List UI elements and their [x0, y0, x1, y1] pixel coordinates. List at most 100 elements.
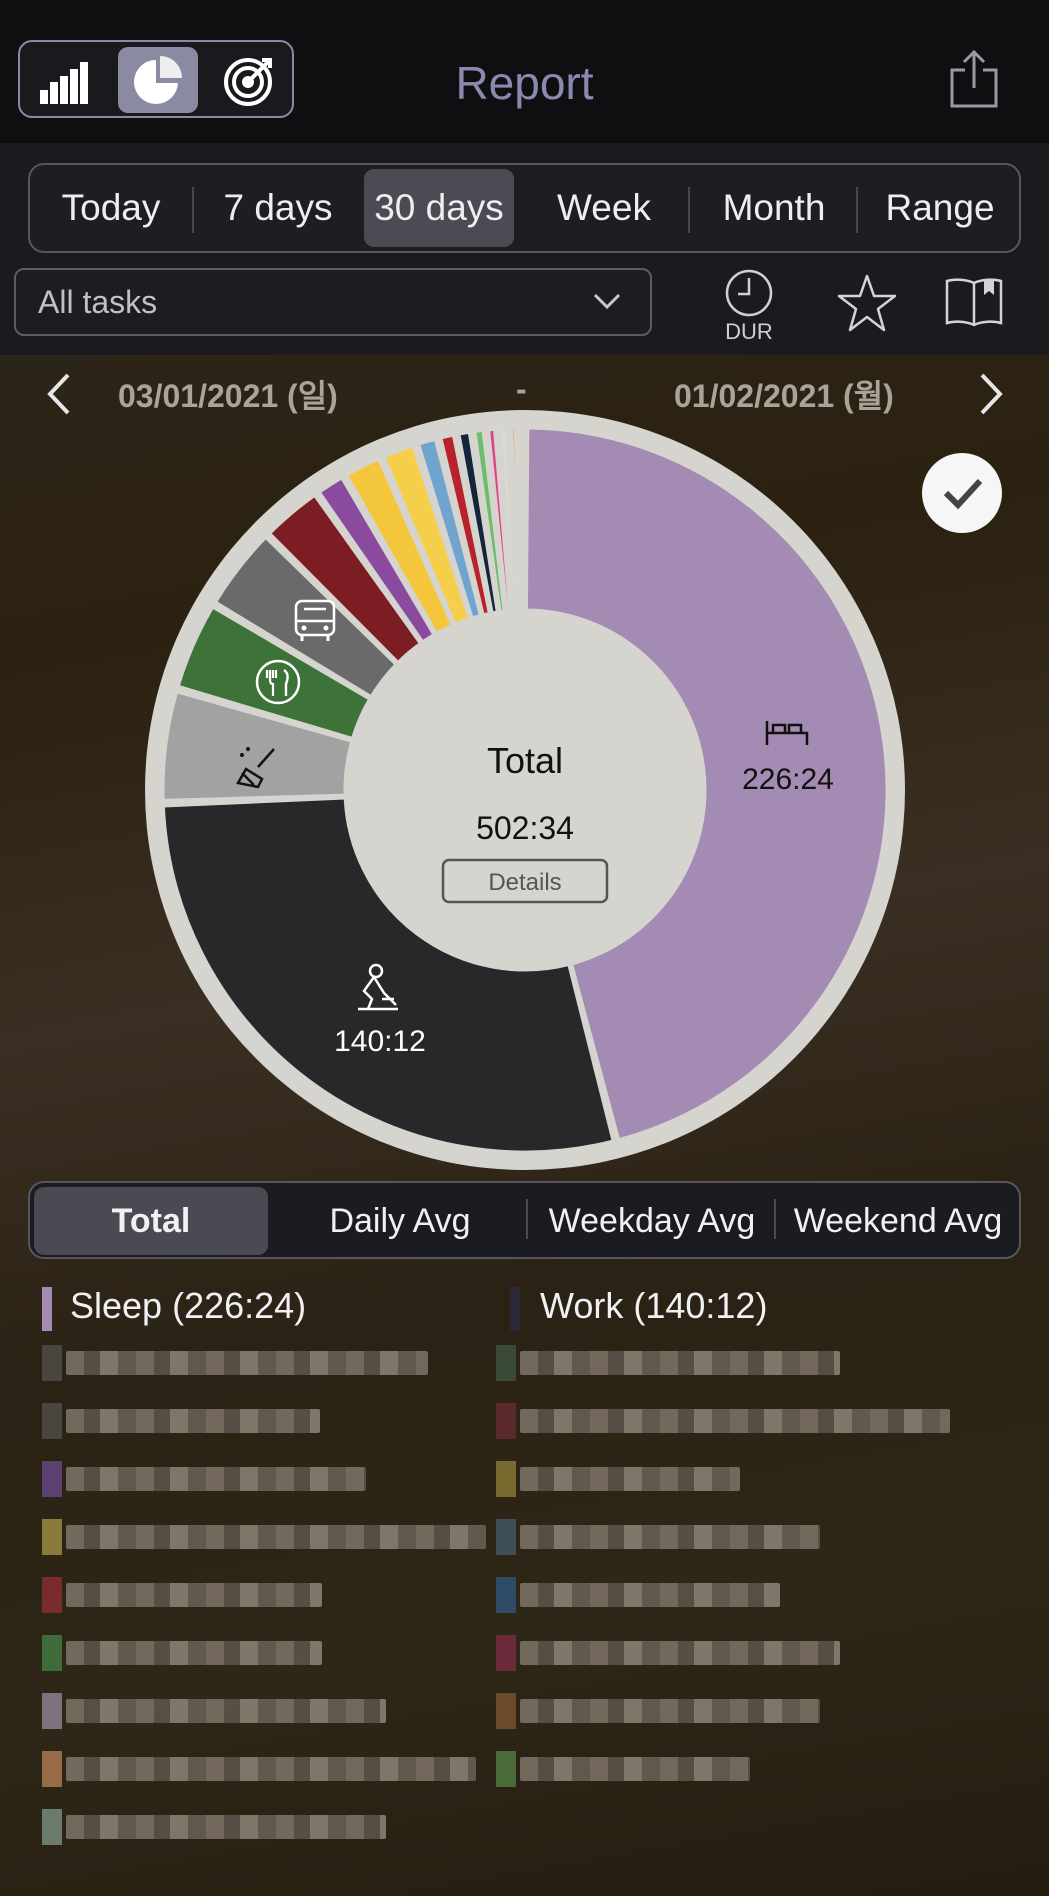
top-bar: Report	[0, 0, 1049, 143]
pie-slice-8[interactable]	[382, 444, 471, 626]
list-item-text-obscured	[66, 1815, 386, 1839]
tab-range[interactable]: Range	[885, 187, 995, 228]
chart-center	[347, 612, 703, 968]
book-icon[interactable]	[944, 275, 1004, 327]
pie-slice-4[interactable]	[214, 535, 398, 699]
blurred-list-item	[42, 1693, 392, 1729]
pie-slice-15[interactable]	[510, 426, 522, 612]
legend-label-work: Work (140:12)	[540, 1285, 768, 1326]
list-item-text-obscured	[66, 1583, 322, 1607]
target-view-button[interactable]	[208, 47, 288, 113]
blurred-list-item	[42, 1345, 434, 1381]
pie-slice-work[interactable]	[161, 796, 615, 1154]
pie-slice-2[interactable]	[161, 690, 354, 802]
tab-weekday-avg[interactable]: Weekday Avg	[548, 1202, 756, 1240]
task-filter-dropdown[interactable]: All tasks	[14, 268, 652, 336]
pie-slice-12[interactable]	[473, 428, 506, 614]
blurred-list-item	[42, 1403, 326, 1439]
blurred-list-item	[42, 1809, 392, 1845]
pie-slice-14[interactable]	[498, 426, 518, 612]
list-item-swatch	[42, 1751, 62, 1787]
slice-label-sleep: 226:24	[742, 763, 834, 796]
blurred-list-item	[496, 1577, 786, 1613]
blurred-list-item	[42, 1461, 372, 1497]
blurred-list-item	[496, 1345, 846, 1381]
pie-slice-6[interactable]	[317, 476, 436, 644]
tab-30-days[interactable]: 30 days	[364, 169, 514, 247]
pie-chart: Total 502:34 Details 226:24 140:12	[145, 410, 905, 1170]
pie-slice-10[interactable]	[439, 433, 491, 617]
details-button[interactable]	[441, 858, 609, 904]
tab-today[interactable]: Today	[61, 187, 161, 228]
list-item-text-obscured	[520, 1641, 840, 1665]
range-tab-bar: Today 7 days 30 days Week Month Range	[28, 163, 1021, 253]
pie-slice-7[interactable]	[345, 457, 454, 635]
clock-icon[interactable]	[724, 268, 774, 318]
list-item-text-obscured	[520, 1351, 840, 1375]
star-icon[interactable]	[836, 273, 898, 333]
blurred-list-item	[496, 1635, 846, 1671]
slice-label-work: 140:12	[334, 1025, 426, 1058]
pie-chart-view-button[interactable]	[118, 47, 198, 113]
divider	[688, 187, 690, 233]
list-item-swatch	[42, 1577, 62, 1613]
legend-label-sleep: Sleep (226:24)	[70, 1285, 307, 1326]
list-item-text-obscured	[66, 1699, 386, 1723]
pie-slice-sleep[interactable]	[524, 426, 889, 1142]
list-item-swatch	[496, 1577, 516, 1613]
divider	[526, 1199, 528, 1239]
list-item-text-obscured	[520, 1525, 820, 1549]
pie-slice-9[interactable]	[417, 437, 482, 620]
tab-month[interactable]: Month	[722, 187, 826, 228]
list-item-swatch	[42, 1635, 62, 1671]
chevron-down-icon	[593, 293, 621, 310]
previous-arrow-icon[interactable]	[44, 371, 74, 417]
blurred-list-item	[42, 1519, 492, 1555]
list-item-swatch	[496, 1403, 516, 1439]
list-item-swatch	[496, 1519, 516, 1555]
blurred-list-item	[496, 1693, 826, 1729]
duration-label: DUR	[725, 319, 773, 344]
list-item-swatch	[496, 1345, 516, 1381]
center-title: Total	[487, 740, 563, 781]
tab-7-days[interactable]: 7 days	[223, 187, 333, 228]
date-separator: -	[516, 371, 527, 407]
list-item-swatch	[496, 1751, 516, 1787]
center-total: 502:34	[476, 810, 574, 846]
pie-slice-13[interactable]	[487, 427, 512, 613]
target-icon	[224, 58, 272, 106]
blurred-list-item	[496, 1751, 756, 1787]
divider	[192, 187, 194, 233]
end-date: 01/02/2021 (월)	[674, 378, 894, 414]
broom-icon	[236, 747, 275, 789]
list-item-swatch	[42, 1809, 62, 1845]
tab-weekend-avg[interactable]: Weekend Avg	[793, 1202, 1003, 1240]
checkmark-icon	[943, 478, 983, 510]
list-item-text-obscured	[520, 1583, 780, 1607]
next-arrow-icon[interactable]	[976, 371, 1006, 417]
worker-icon	[358, 963, 398, 1011]
tab-week[interactable]: Week	[557, 187, 651, 228]
bar-chart-view-button[interactable]	[24, 47, 104, 113]
blurred-list-item	[496, 1519, 826, 1555]
tab-daily-avg[interactable]: Daily Avg	[329, 1202, 471, 1240]
list-item-swatch	[496, 1461, 516, 1497]
pie-slice-11[interactable]	[457, 430, 499, 615]
details-label: Details	[488, 869, 561, 896]
list-item-text-obscured	[66, 1467, 366, 1491]
list-item-text-obscured	[66, 1351, 428, 1375]
tab-total[interactable]: Total	[34, 1187, 268, 1255]
blurred-list-item	[42, 1577, 328, 1613]
share-icon[interactable]	[948, 48, 1000, 110]
pie-chart-icon	[134, 56, 182, 104]
confirm-check-button[interactable]	[922, 453, 1002, 533]
list-item-swatch	[496, 1693, 516, 1729]
list-item-swatch	[42, 1519, 62, 1555]
legend-swatch-sleep	[42, 1287, 52, 1331]
list-item-text-obscured	[66, 1525, 486, 1549]
legend-swatch-work	[510, 1287, 520, 1331]
view-mode-switch	[18, 40, 294, 118]
pie-slice-5[interactable]	[268, 493, 422, 664]
divider	[856, 187, 858, 233]
pie-slice-16[interactable]	[519, 426, 526, 612]
